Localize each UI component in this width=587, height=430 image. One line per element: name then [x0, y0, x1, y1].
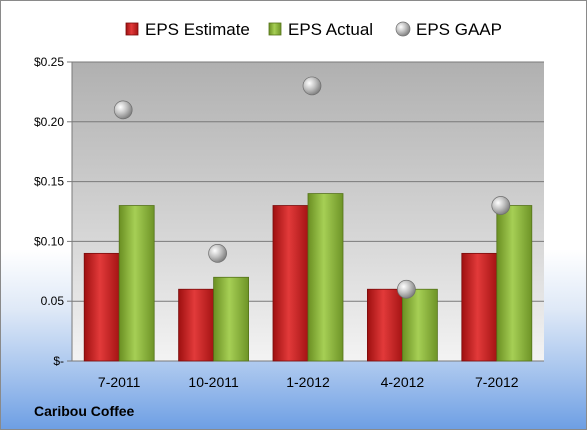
company-name: Caribou Coffee [34, 403, 135, 419]
y-tick-label: $0.20 [34, 115, 64, 129]
y-tick-label: $- [53, 354, 64, 368]
y-tick-label: $0.10 [34, 234, 64, 248]
y-tick-label: $0.15 [34, 175, 64, 189]
legend-gaap-swatch [395, 21, 411, 37]
eps-actual-bar [118, 205, 155, 362]
eps-estimate-bar [461, 252, 498, 362]
y-tick-label: 0.05 [41, 294, 65, 308]
x-tick-label: 4-2012 [381, 374, 425, 390]
eps-gaap-marker [113, 100, 133, 120]
legend-gaap-label: EPS GAAP [416, 20, 502, 39]
y-tick-label: $0.25 [34, 55, 64, 69]
x-tick-label: 1-2012 [286, 374, 330, 390]
legend-actual-swatch [268, 22, 282, 36]
x-tick-label: 7-2012 [475, 374, 519, 390]
legend-estimate-label: EPS Estimate [145, 20, 250, 39]
eps-actual-bar [496, 205, 533, 362]
x-tick-label: 10-2011 [188, 374, 239, 390]
eps-actual-bar [213, 276, 250, 362]
eps-gaap-marker [208, 244, 227, 263]
eps-estimate-bar [272, 205, 309, 362]
eps-gaap-marker [302, 76, 322, 96]
legend-estimate-swatch [125, 22, 139, 36]
eps-gaap-marker [397, 279, 416, 299]
x-tick-label: 7-2011 [98, 374, 141, 390]
legend-actual-label: EPS Actual [288, 20, 373, 39]
eps-estimate-bar [83, 252, 120, 362]
eps-estimate-bar [178, 288, 215, 362]
eps-gaap-marker [491, 196, 511, 215]
eps-estimate-bar [366, 288, 403, 362]
eps-actual-bar [401, 288, 438, 362]
eps-actual-bar [307, 193, 344, 362]
